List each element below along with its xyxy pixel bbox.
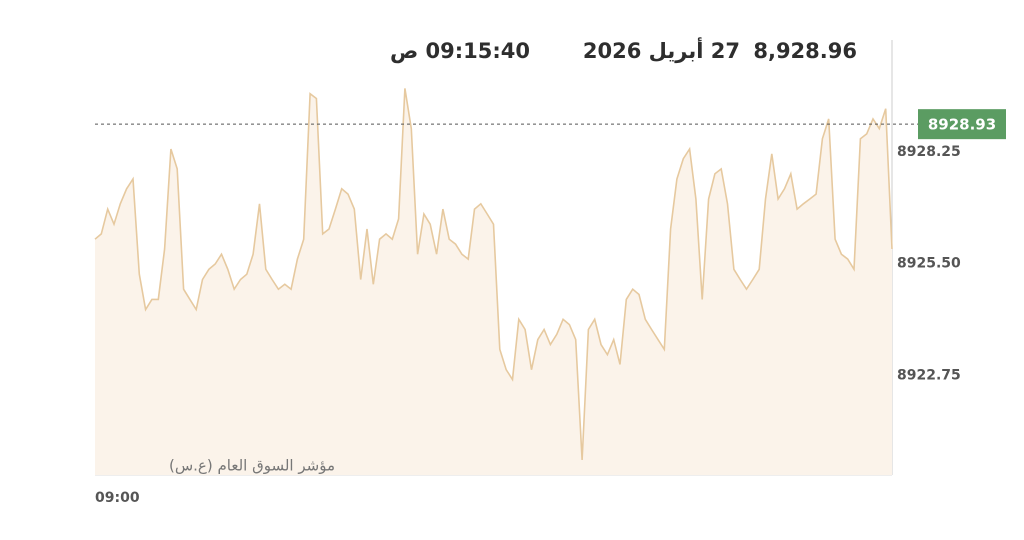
area bbox=[95, 88, 892, 476]
line bbox=[94, 88, 893, 461]
last-value-label: 8928.93 bbox=[928, 116, 996, 134]
y-tick-label: 8922.75 bbox=[897, 367, 961, 383]
series-name: مؤشر السوق العام (ع.س) bbox=[169, 457, 335, 475]
last-value-box bbox=[918, 109, 1006, 140]
y-tick-label: 8928.25 bbox=[897, 144, 961, 160]
time: 09:15:40 ص bbox=[390, 39, 530, 63]
x-tick-label: 09:00 bbox=[95, 490, 140, 506]
header-value: 8,928.96 bbox=[753, 39, 857, 63]
y-tick-label: 8925.50 bbox=[897, 256, 961, 272]
date: 27 أبريل 2026 bbox=[583, 36, 740, 63]
